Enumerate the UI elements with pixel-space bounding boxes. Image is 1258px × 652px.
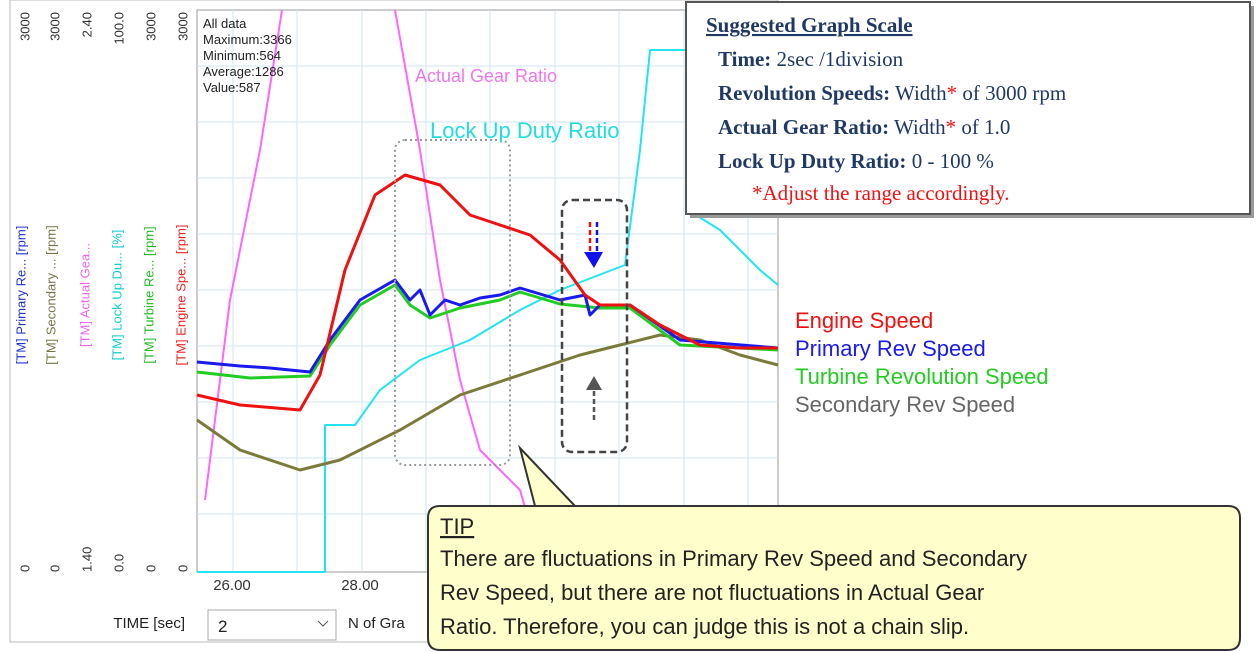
row-label: Actual Gear Ratio: [718, 115, 889, 139]
scale-note: *Adjust the range accordingly. [752, 181, 1010, 205]
channel-name: [TM] Secondary ... [rpm] [43, 225, 58, 364]
row-mark: * [947, 81, 958, 105]
channel-names: [TM] Primary Re... [rpm] [TM] Secondary … [13, 225, 188, 366]
scale-title: Suggested Graph Scale [706, 13, 913, 37]
legend-entry: Secondary Rev Speed [795, 392, 1015, 417]
x-tick-label: 26.00 [213, 577, 251, 594]
grid [197, 10, 778, 572]
time-dropdown[interactable] [207, 609, 337, 641]
legend-entry: Turbine Revolution Speed [795, 364, 1049, 389]
legend-entry: Engine Speed [795, 308, 933, 333]
arrows [584, 222, 603, 420]
stat: All data [203, 16, 247, 31]
scale-row: Revolution Speeds: Width* of 3000 rpm [718, 81, 1066, 105]
tip-text: TIP There are fluctuations in Primary Re… [440, 514, 1027, 639]
row-rest: of 1.0 [961, 115, 1010, 139]
row-value: Width [895, 81, 947, 105]
stat: Average:1286 [203, 64, 284, 79]
stat: Value:587 [203, 80, 261, 95]
scale-row: Lock Up Duty Ratio: 0 - 100 % [718, 149, 994, 173]
axis-label: 3000 [175, 12, 190, 41]
row-label: Revolution Speeds: [718, 81, 890, 105]
row-mark: * [946, 115, 957, 139]
traces [196, 9, 779, 573]
row-value: 2sec /1division [777, 47, 904, 71]
axis-label: 0 [17, 565, 32, 572]
dropdown-value: 2 [218, 617, 227, 636]
axis-label: 3000 [143, 12, 158, 41]
axis-label: 2.40 [79, 12, 94, 37]
channel-name: [TM] Primary Re... [rpm] [13, 226, 28, 365]
stat: Minimum:564 [203, 48, 281, 63]
stats: All data Maximum:3366 Minimum:564 Averag… [203, 16, 292, 95]
trace-label: Lock Up Duty Ratio [430, 118, 620, 143]
axis-label: 100.0 [111, 12, 126, 45]
trace-label: Actual Gear Ratio [415, 66, 557, 86]
row-rest: of 3000 rpm [962, 81, 1066, 105]
axis-label: 3000 [47, 12, 62, 41]
row-label: Time: [718, 47, 771, 71]
axis-max-labels: 3000 3000 2.40 100.0 3000 3000 [17, 12, 190, 45]
dropdown-chevron [317, 620, 329, 627]
scale-box [685, 1, 1251, 215]
scale-row: Time: 2sec /1division [718, 47, 904, 71]
highlight-box [560, 198, 629, 454]
row-label: Lock Up Duty Ratio: [718, 149, 906, 173]
axis-label: 0 [47, 565, 62, 572]
axis-min-labels: 0 0 1.40 0.0 0 0 [17, 547, 190, 572]
tip-line: Rev Speed, but there are not fluctuation… [440, 580, 984, 605]
row-value: Width [894, 115, 946, 139]
tip-callout [427, 444, 1241, 651]
stat: Maximum:3366 [203, 32, 292, 47]
scale-row: Actual Gear Ratio: Width* of 1.0 [718, 115, 1010, 139]
time-label: TIME [sec] [113, 615, 185, 632]
n-label: N of Gra [348, 615, 405, 632]
channel-name: [TM] Engine Spe... [rpm] [173, 225, 188, 366]
axis-label: 0.0 [111, 554, 126, 572]
tip-title: TIP [440, 514, 474, 539]
axis-label: 0 [175, 565, 190, 572]
channel-name: [TM] Turbine Re... [rpm] [141, 226, 156, 363]
tip-line: Ratio. Therefore, you can judge this is … [440, 614, 969, 639]
axis-label: 0 [143, 565, 158, 572]
row-value: 0 - 100 % [912, 149, 994, 173]
legend: Engine Speed Primary Rev Speed Turbine R… [795, 308, 1049, 417]
axis-label: 1.40 [79, 547, 94, 572]
tip-line: There are fluctuations in Primary Rev Sp… [440, 546, 1027, 571]
plot-area [196, 9, 779, 573]
axis-label: 3000 [17, 12, 32, 41]
legend-entry: Primary Rev Speed [795, 336, 986, 361]
channel-name: [TM] Actual Gea... [77, 243, 92, 347]
x-tick-label: 28.00 [341, 577, 379, 594]
scale-box-text: Suggested Graph Scale Time: 2sec /1divis… [706, 13, 1066, 205]
channel-name: [TM] Lock Up Du... [%] [109, 230, 124, 361]
